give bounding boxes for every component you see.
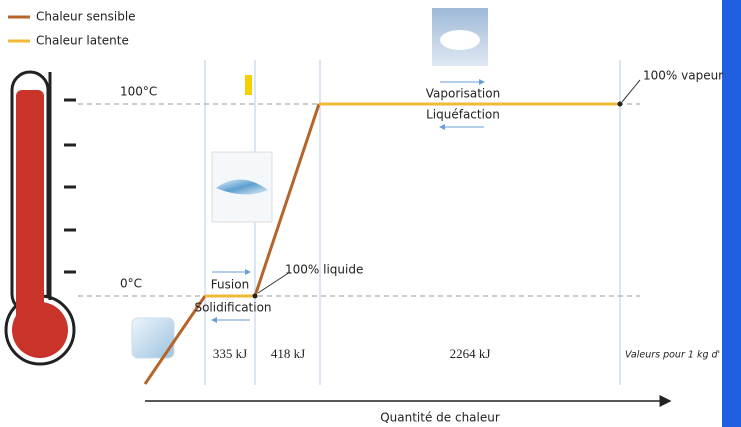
process-label: Fusion <box>211 278 249 292</box>
energy-label: 2264 kJ <box>450 346 491 361</box>
energy-label: 335 kJ <box>213 346 247 361</box>
heating-curve <box>145 104 620 384</box>
point <box>618 102 623 107</box>
point <box>253 294 258 299</box>
leader-line <box>622 80 640 102</box>
process-label: Liquéfaction <box>426 108 500 122</box>
legend-label: Chaleur latente <box>36 34 129 48</box>
state-label: 100% vapeur <box>643 69 723 83</box>
state-label: 100% liquide <box>285 263 363 277</box>
process-label: Vaporisation <box>426 87 500 101</box>
marker <box>245 75 252 95</box>
side-bar <box>722 0 741 427</box>
note: Valeurs pour 1 kg d' <box>625 350 720 361</box>
axis-label: Quantité de chaleur <box>380 411 500 425</box>
temperature-label: 100°C <box>120 85 157 99</box>
heating-curve-diagram: Chaleur sensible Chaleur latente 100°C 0… <box>0 0 741 427</box>
energy-label: 418 kJ <box>271 346 305 361</box>
legend-label: Chaleur sensible <box>36 10 136 24</box>
temperature-label: 0°C <box>120 277 142 291</box>
process-label: Solidification <box>194 301 271 315</box>
thermometer <box>6 72 76 364</box>
cloud <box>440 30 480 50</box>
